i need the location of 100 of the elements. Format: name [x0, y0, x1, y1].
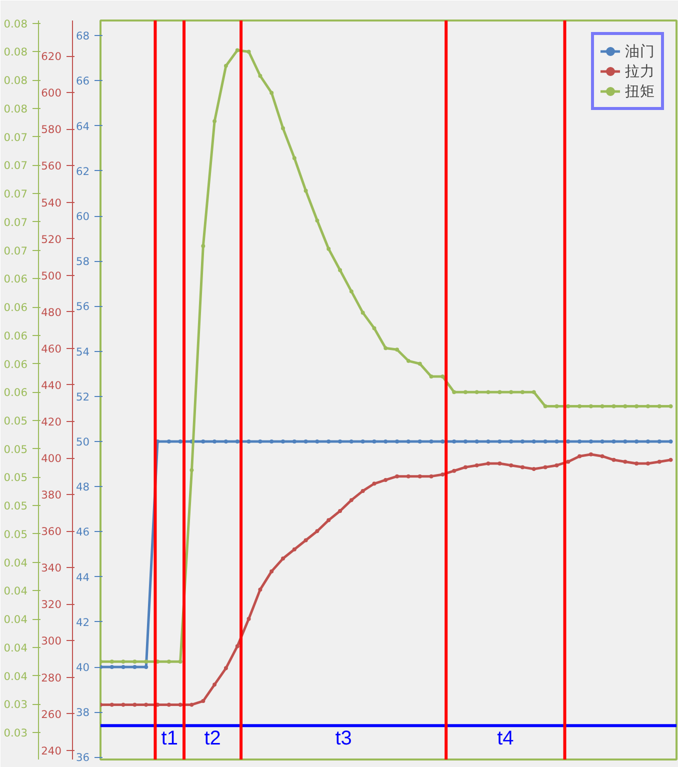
point: [349, 289, 354, 294]
y2-tick-label: 620: [41, 50, 62, 64]
y-tick-label: 66: [76, 74, 90, 88]
point: [452, 390, 456, 394]
y-tick-label: 38: [76, 706, 90, 720]
y3-tick-label: 0.08: [4, 102, 28, 116]
y2-tick-label: 460: [41, 342, 62, 356]
point: [600, 404, 604, 408]
y3-tick-label: 0.04: [4, 670, 28, 683]
point: [315, 218, 320, 222]
point: [509, 390, 514, 394]
y-tick-label: 46: [76, 526, 90, 539]
y-tick-label: 58: [76, 255, 90, 268]
y-tick-label: 52: [76, 390, 90, 404]
y2-tick-label: 600: [41, 86, 62, 100]
annotation: t3: [335, 728, 352, 750]
y3-tick-label: 0.03: [4, 698, 28, 712]
y2-tick-label: 540: [41, 196, 62, 210]
point: [292, 547, 296, 552]
y3-tick-label: 0.03: [4, 726, 28, 740]
point: [246, 616, 251, 621]
y-tick-label: 54: [76, 345, 90, 358]
y3-tick-label: 0.05: [4, 442, 28, 456]
y-tick-label: 62: [76, 164, 90, 178]
point: [338, 268, 342, 272]
point: [612, 458, 616, 462]
point: [452, 468, 456, 473]
point: [178, 702, 182, 707]
y-tick-label: 42: [76, 616, 90, 629]
y3-tick-label: 0.04: [4, 641, 28, 654]
y-tick-label: 40: [76, 661, 90, 674]
point: [600, 454, 604, 458]
y3-tick-label: 0.04: [4, 613, 28, 626]
y-tick-label: 56: [76, 300, 90, 314]
point: [429, 374, 434, 379]
legend-label: 扭矩: [625, 82, 655, 100]
y3-tick-label: 0.06: [4, 386, 28, 400]
point: [212, 682, 217, 687]
y-tick-label: 44: [76, 570, 90, 584]
point: [326, 246, 331, 251]
point: [166, 660, 171, 664]
y2-tick-label: 420: [41, 416, 62, 429]
point: [543, 465, 548, 470]
point: [224, 666, 228, 670]
y3-tick-label: 0.06: [4, 329, 28, 342]
point: [474, 390, 479, 394]
point: [121, 660, 126, 664]
y3-tick-label: 0.07: [4, 159, 28, 172]
y2-tick-label: 300: [41, 634, 62, 648]
y3-tick-label: 0.08: [4, 74, 28, 88]
point: [646, 462, 650, 466]
y2-tick-label: 400: [41, 452, 62, 466]
point: [212, 119, 217, 124]
point: [440, 374, 445, 379]
point: [429, 474, 434, 478]
point: [166, 702, 171, 707]
point: [657, 404, 662, 408]
point: [440, 472, 445, 476]
point: [246, 50, 251, 54]
point: [463, 390, 468, 394]
point: [384, 346, 388, 350]
y3-tick-label: 0.05: [4, 500, 28, 513]
point: [270, 569, 274, 574]
annotation: t1: [161, 728, 178, 750]
point: [201, 244, 206, 248]
point: [623, 460, 628, 464]
y-tick-label: 36: [76, 751, 90, 764]
y2-tick-label: 360: [41, 525, 62, 538]
point: [554, 463, 559, 468]
point: [486, 390, 490, 394]
y3-tick-label: 0.08: [4, 46, 28, 59]
point: [532, 390, 536, 394]
y3-tick-label: 0.06: [4, 358, 28, 371]
point: [498, 390, 502, 394]
y3-tick-label: 0.04: [4, 556, 28, 570]
legend-label: 拉力: [625, 62, 655, 80]
y2-tick-label: 380: [41, 488, 62, 502]
point: [646, 404, 650, 408]
point: [360, 310, 365, 315]
point: [372, 326, 376, 330]
point: [292, 156, 296, 160]
y-tick-label: 48: [76, 480, 90, 494]
y2-tick-label: 240: [41, 744, 62, 758]
point: [178, 660, 182, 664]
point: [418, 474, 422, 478]
y3-tick-label: 0.05: [4, 414, 28, 428]
point: [588, 404, 593, 408]
point: [474, 463, 479, 468]
y3-tick-label: 0.08: [4, 17, 28, 30]
point: [110, 660, 114, 664]
y3-tick-label: 0.07: [4, 130, 28, 144]
point: [190, 468, 194, 472]
y3-tick-label: 0.04: [4, 584, 28, 598]
point: [132, 702, 137, 707]
point: [543, 404, 548, 408]
point: [326, 518, 331, 522]
point: [224, 64, 228, 68]
point: [258, 588, 262, 592]
point: [566, 460, 570, 464]
point: [395, 348, 400, 352]
